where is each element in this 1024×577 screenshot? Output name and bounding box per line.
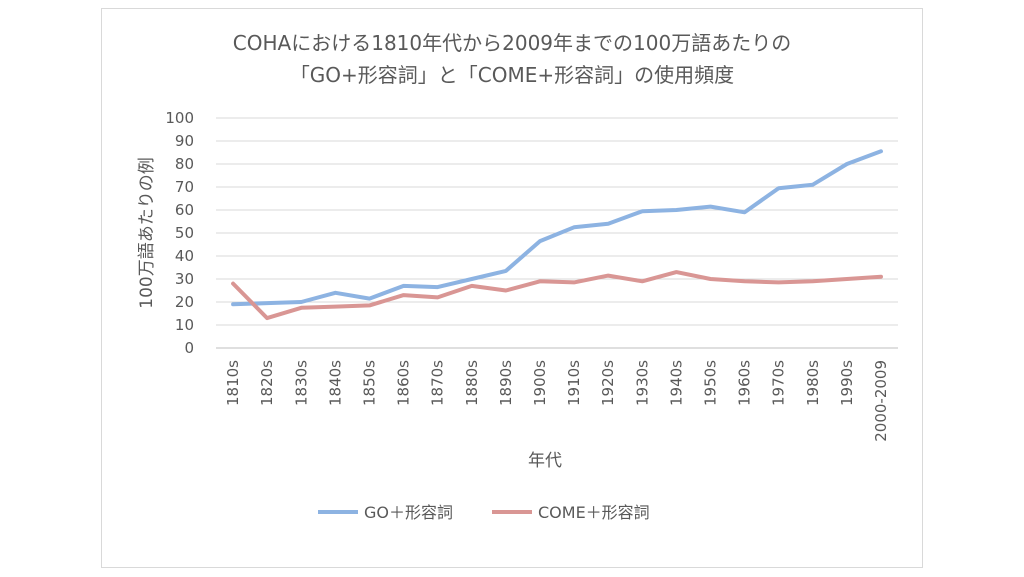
x-tick-label: 1930s xyxy=(633,360,651,406)
x-tick-label: 1820s xyxy=(258,360,276,406)
chart-title-line-2: 「GO+形容詞」と「COME+形容詞」の使用頻度 xyxy=(290,63,734,87)
x-tick-label: 1910s xyxy=(565,360,583,406)
x-tick-label: 1990s xyxy=(838,360,856,406)
series-line-2 xyxy=(231,270,883,321)
x-tick-label: 1920s xyxy=(599,360,617,406)
x-tick-label: 1950s xyxy=(701,360,719,406)
gridlines xyxy=(216,117,898,349)
x-tick-label: 1900s xyxy=(531,360,549,406)
y-tick-label: 10 xyxy=(175,316,194,334)
x-tick-label: 1880s xyxy=(463,360,481,406)
legend-label: GO＋形容詞 xyxy=(364,503,453,522)
x-tick-label: 2000-2009 xyxy=(872,360,890,442)
x-tick-label: 1890s xyxy=(497,360,515,406)
y-tick-label: 50 xyxy=(175,224,194,242)
x-tick-label: 1830s xyxy=(292,360,310,406)
legend: GO＋形容詞 COME＋形容詞 xyxy=(318,503,650,522)
x-tick-label: 1940s xyxy=(667,360,685,406)
x-tick-label: 1850s xyxy=(360,360,378,406)
y-tick-label: 100 xyxy=(165,109,194,127)
y-tick-label: 0 xyxy=(184,339,194,357)
y-tick-label: 70 xyxy=(175,178,194,196)
series-line-1 xyxy=(231,149,883,307)
x-tick-label: 1810s xyxy=(224,360,242,406)
y-tick-label: 60 xyxy=(175,201,194,219)
y-axis-ticks: 0 10 20 30 40 50 60 70 80 90 100 xyxy=(165,109,194,357)
chart-title-line-1: COHAにおける1810年代から2009年までの100万語あたりの xyxy=(233,31,791,55)
x-tick-label: 1970s xyxy=(770,360,788,406)
y-tick-label: 20 xyxy=(175,293,194,311)
y-tick-label: 80 xyxy=(175,155,194,173)
y-tick-label: 30 xyxy=(175,270,194,288)
series-lines xyxy=(231,149,883,321)
legend-label: COME＋形容詞 xyxy=(538,503,650,522)
x-tick-label: 1980s xyxy=(804,360,822,406)
x-axis-title: 年代 xyxy=(528,451,562,471)
y-axis-title: 100万語あたりの例 xyxy=(137,157,157,308)
x-tick-label: 1960s xyxy=(736,360,754,406)
y-tick-label: 90 xyxy=(175,132,194,150)
x-tick-label: 1860s xyxy=(395,360,413,406)
y-tick-label: 40 xyxy=(175,247,194,265)
x-axis-ticks: 1810s 1820s 1830s 1840s 1850s 1860s 1870s 1880s… xyxy=(224,360,890,442)
x-tick-label: 1870s xyxy=(429,360,447,406)
x-tick-label: 1840s xyxy=(326,360,344,406)
